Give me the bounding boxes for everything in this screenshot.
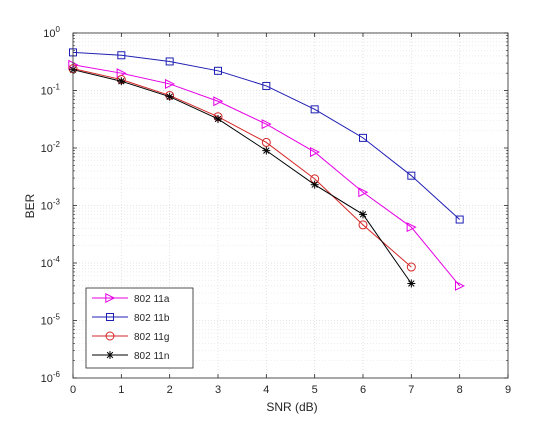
x-tick-label: 3 — [215, 384, 221, 396]
data-point — [455, 215, 464, 224]
tick-labels: 0 1 2 3 4 5 6 7 8 9 100 10-1 10-2 10-3 10-4 10-5 10-6 — [41, 25, 511, 396]
y-tick-label: 10-5 — [41, 313, 61, 328]
data-point — [359, 133, 367, 142]
x-tick-label: 1 — [118, 384, 124, 396]
data-point — [117, 77, 126, 86]
series-line — [72, 68, 412, 268]
legend-label: 802 11g — [134, 332, 169, 343]
x-tick-label: 2 — [167, 384, 173, 396]
data-point — [262, 146, 271, 155]
data-point — [407, 279, 416, 288]
legend-item: 802 11b — [92, 313, 170, 324]
data-point — [262, 81, 271, 90]
x-axis-label: SNR (dB) — [266, 400, 317, 414]
series-802-11n — [69, 65, 416, 288]
data-point — [165, 92, 174, 101]
series-layer — [68, 48, 465, 291]
legend-item: 802 11g — [92, 331, 169, 343]
asterisk-stroke — [408, 280, 415, 287]
data-point — [407, 171, 416, 180]
x-tick-label: 4 — [263, 384, 269, 396]
x-tick-label: 5 — [312, 384, 318, 396]
data-point — [406, 222, 417, 233]
data-point — [454, 280, 465, 291]
asterisk-stroke — [311, 181, 318, 188]
legend-label: 802 11a — [134, 294, 170, 305]
asterisk-stroke — [263, 147, 270, 154]
y-tick-label: 10-1 — [41, 83, 61, 98]
y-tick-label: 10-2 — [41, 140, 61, 155]
data-point — [164, 78, 175, 89]
y-axis-label: BER — [23, 193, 37, 218]
legend-marker — [106, 313, 114, 321]
y-tick-label: 10-4 — [41, 255, 61, 270]
data-point — [359, 210, 367, 219]
data-point — [165, 57, 174, 66]
data-point — [310, 105, 319, 114]
data-point — [358, 220, 368, 230]
axes — [72, 32, 509, 379]
legend-marker — [106, 351, 114, 359]
asterisk-stroke — [214, 115, 222, 123]
x-tick-label: 7 — [408, 384, 414, 396]
legend-item: 802 11n — [92, 351, 169, 362]
data-point — [261, 119, 272, 130]
x-tick-label: 8 — [457, 384, 463, 396]
y-tick-label: 100 — [43, 25, 60, 40]
legend-item: 802 11a — [92, 292, 170, 305]
data-point — [213, 96, 224, 107]
data-point — [406, 262, 416, 272]
data-point — [117, 51, 126, 60]
data-point — [214, 66, 222, 75]
legend-label: 802 11b — [134, 313, 170, 324]
legend-label: 802 11n — [134, 351, 169, 362]
asterisk-stroke — [106, 351, 114, 359]
series-802-11b — [69, 48, 464, 224]
data-point — [358, 187, 369, 198]
series-line — [72, 64, 461, 287]
y-tick-label: 10-3 — [41, 198, 61, 213]
asterisk-stroke — [359, 211, 367, 218]
legend-marker — [105, 331, 115, 341]
data-point — [261, 137, 271, 147]
series-line — [72, 51, 461, 220]
x-tick-label: 6 — [360, 384, 366, 396]
data-point — [214, 114, 222, 123]
legend-marker — [105, 292, 116, 304]
data-point — [310, 180, 319, 189]
asterisk-stroke — [118, 77, 125, 85]
x-tick-label: 9 — [505, 384, 511, 396]
asterisk-stroke — [166, 93, 173, 100]
y-tick-label: 10-6 — [41, 370, 61, 385]
legend: 802 11a 802 11b 802 11g 802 11n — [85, 287, 194, 369]
series-line — [72, 69, 412, 284]
x-tick-label: 0 — [70, 384, 76, 396]
data-point — [309, 147, 320, 158]
